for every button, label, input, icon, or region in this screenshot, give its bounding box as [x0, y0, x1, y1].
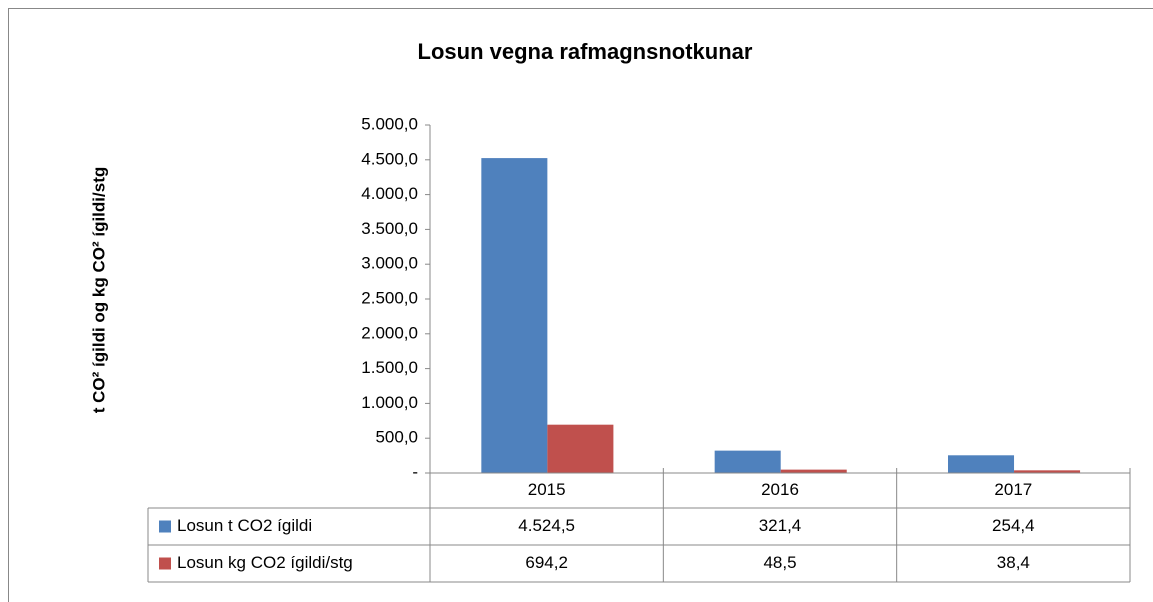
legend-label: Losun kg CO2 ígildi/stg: [177, 553, 353, 572]
table-value: 254,4: [992, 516, 1035, 535]
y-tick-label: 5.000,0: [361, 114, 418, 133]
y-axis-title: t CO² ígildi og kg CO² ígildi/stg: [89, 167, 108, 413]
y-tick-label: 4.000,0: [361, 184, 418, 203]
x-tick-label: 2017: [994, 480, 1032, 499]
bar: [547, 424, 614, 473]
bar: [1014, 470, 1081, 473]
bar: [714, 450, 781, 473]
y-tick-label: 1.000,0: [361, 393, 418, 412]
chart-border: [8, 8, 1153, 602]
y-tick-label: 3.500,0: [361, 219, 418, 238]
y-tick-label: 4.500,0: [361, 149, 418, 168]
legend-label: Losun t CO2 ígildi: [177, 516, 312, 535]
bar: [948, 455, 1015, 473]
y-tick-label: 1.500,0: [361, 358, 418, 377]
bar: [780, 469, 847, 473]
y-tick-label: 3.000,0: [361, 254, 418, 273]
table-value: 4.524,5: [518, 516, 575, 535]
x-tick-label: 2016: [761, 480, 799, 499]
y-tick-label: 2.500,0: [361, 288, 418, 307]
table-value: 38,4: [997, 553, 1030, 572]
table-value: 321,4: [759, 516, 802, 535]
legend-swatch: [159, 520, 171, 533]
chart-title: Losun vegna rafmagnsnotkunar: [418, 39, 753, 64]
table-value: 48,5: [763, 553, 796, 572]
legend-swatch: [159, 557, 171, 570]
x-tick-label: 2015: [528, 480, 566, 499]
table-value: 694,2: [525, 553, 568, 572]
y-tick-label: -: [412, 462, 418, 481]
y-tick-label: 500,0: [375, 428, 418, 447]
bar: [481, 158, 548, 474]
y-tick-label: 2.000,0: [361, 323, 418, 342]
